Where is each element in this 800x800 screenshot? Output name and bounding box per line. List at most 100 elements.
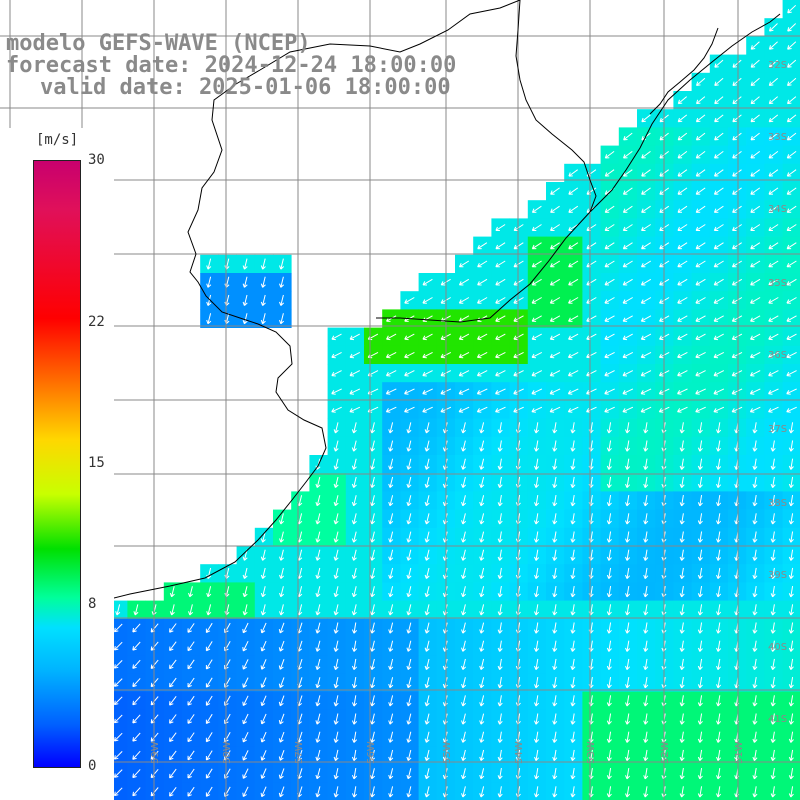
wind-arrow: [351, 604, 357, 616]
wind-arrow: [606, 640, 612, 652]
wind-arrow: [643, 440, 649, 452]
wind-arrow: [351, 731, 358, 743]
wind-arrow: [716, 440, 722, 452]
wind-arrow: [786, 278, 797, 286]
wind-arrow: [388, 422, 394, 434]
wind-arrow: [315, 476, 321, 488]
wind-arrow: [388, 513, 394, 525]
wind-arrow: [623, 169, 633, 177]
wind-arrow: [695, 224, 706, 231]
wind-arrow: [424, 731, 430, 743]
wind-arrow: [750, 278, 761, 286]
wind-arrow: [260, 659, 267, 670]
wind-arrow: [351, 640, 358, 652]
wind-arrow: [331, 351, 342, 359]
wind-arrow: [279, 513, 285, 525]
wind-arrow: [260, 713, 267, 725]
wind-arrow: [497, 622, 503, 634]
wind-arrow: [351, 458, 357, 470]
wind-arrow: [260, 549, 266, 561]
wind-arrow: [604, 278, 615, 286]
wind-arrow: [641, 242, 651, 250]
wind-arrow: [388, 658, 394, 670]
wind-arrow: [770, 677, 776, 689]
wind-arrow: [534, 713, 540, 725]
wind-arrow: [370, 749, 376, 761]
wind-arrow: [404, 333, 415, 341]
wind-arrow: [461, 658, 467, 670]
wind-arrow: [388, 604, 394, 616]
wind-arrow: [497, 586, 503, 598]
wind-arrow: [768, 205, 779, 213]
wind-arrow: [570, 713, 576, 725]
wind-arrow: [679, 513, 685, 525]
wind-arrow: [570, 604, 576, 616]
wind-arrow: [768, 169, 779, 177]
wind-arrow: [677, 132, 688, 141]
wind-arrow: [731, 278, 743, 286]
wind-arrow: [479, 586, 485, 598]
wind-arrow: [461, 586, 467, 598]
wind-arrow: [770, 749, 776, 762]
wind-arrow: [370, 586, 376, 598]
wind-arrow: [641, 205, 651, 213]
wind-arrow: [132, 714, 141, 724]
wind-arrow: [570, 422, 576, 434]
wind-arrow: [643, 531, 649, 543]
wind-arrow: [643, 513, 649, 525]
wind-arrow: [513, 370, 524, 377]
lat-label: 37S: [768, 424, 787, 435]
wind-arrow: [206, 276, 212, 288]
wind-arrow: [788, 622, 794, 634]
wind-arrow: [677, 242, 688, 250]
wind-arrow: [351, 476, 357, 488]
wind-arrow: [570, 749, 576, 762]
lon-label: 51W: [734, 741, 745, 764]
wind-arrow: [242, 713, 249, 725]
wind-arrow: [406, 495, 412, 507]
wind-arrow: [242, 659, 249, 670]
wind-arrow: [679, 440, 685, 452]
wind-arrow: [113, 787, 123, 797]
wind-arrow: [677, 315, 688, 322]
wind-arrow: [679, 476, 685, 489]
wind-arrow: [351, 586, 357, 598]
wind-arrow: [752, 458, 758, 470]
wind-arrow: [477, 278, 488, 286]
wind-arrow: [752, 604, 758, 616]
wind-arrow: [570, 622, 576, 634]
wind-arrow: [640, 315, 652, 322]
wind-arrow: [695, 242, 706, 250]
wind-arrow: [679, 713, 685, 725]
wind-arrow: [604, 169, 615, 177]
wind-arrow: [406, 768, 412, 780]
wind-arrow: [752, 422, 758, 434]
wind-arrow: [495, 388, 506, 395]
wind-arrow: [406, 513, 412, 525]
wind-arrow: [351, 422, 357, 434]
wind-arrow: [495, 297, 506, 304]
wind-arrow: [714, 132, 724, 141]
wind-arrow: [370, 495, 376, 507]
wind-arrow: [513, 388, 524, 395]
wind-arrow: [679, 567, 685, 580]
wind-arrow: [205, 732, 213, 743]
wind-arrow: [552, 695, 558, 707]
wind-arrow: [750, 242, 761, 250]
wind-arrow: [770, 586, 776, 598]
wind-arrow: [406, 622, 412, 634]
wind-arrows: [3, 4, 797, 798]
wind-arrow: [388, 677, 394, 689]
lat-label: 38S: [768, 498, 787, 509]
wind-arrow: [388, 768, 394, 780]
wind-arrow: [679, 786, 685, 798]
wind-arrow: [205, 695, 213, 706]
wind-arrow: [677, 187, 688, 195]
wind-arrow: [716, 586, 722, 598]
wind-arrow: [513, 242, 524, 250]
wind-arrow: [279, 258, 285, 270]
wind-arrow: [786, 260, 797, 268]
wind-arrow: [479, 713, 485, 725]
wind-arrow: [787, 41, 797, 50]
wind-arrow: [768, 297, 779, 304]
